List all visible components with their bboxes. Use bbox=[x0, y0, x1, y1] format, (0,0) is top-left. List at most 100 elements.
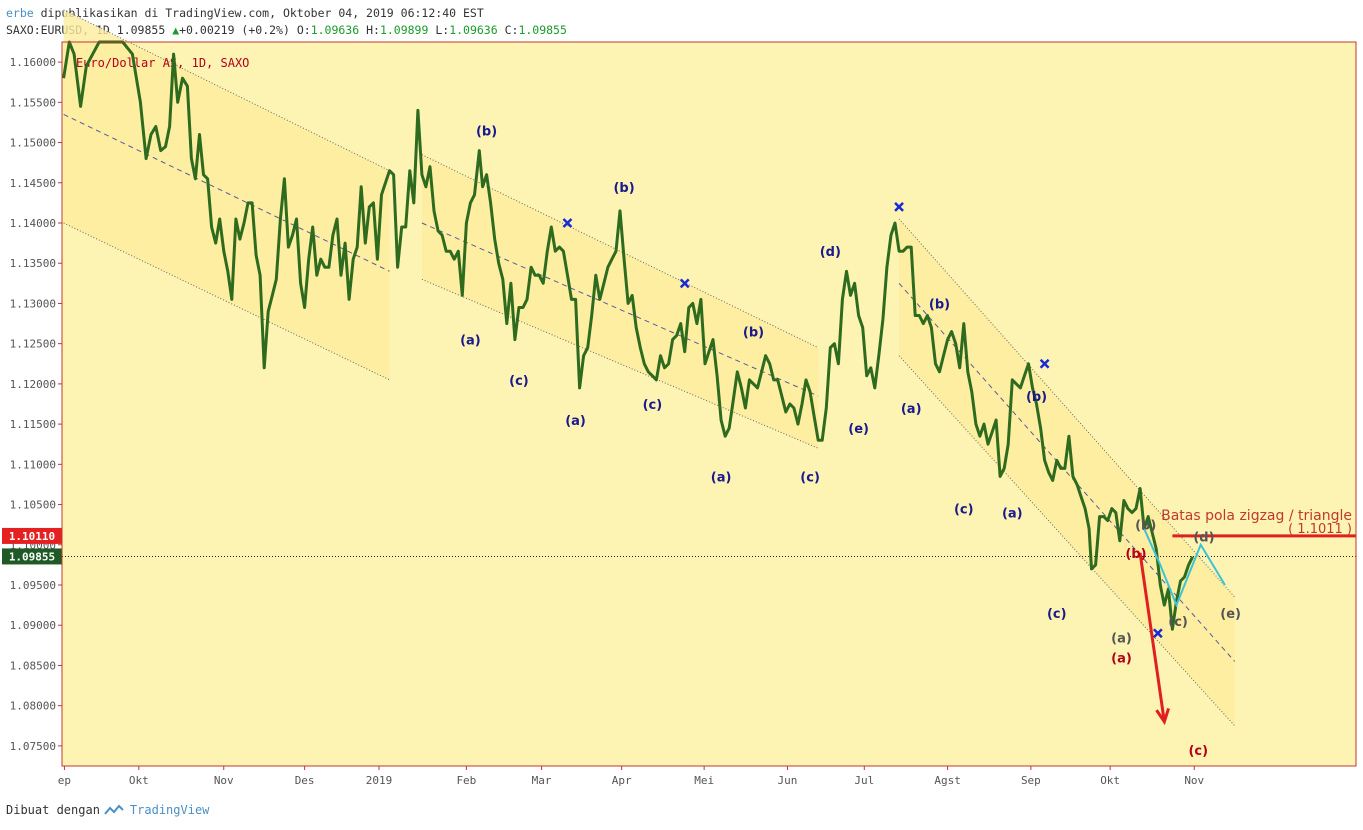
x-tick-label: Feb bbox=[456, 774, 476, 787]
y-tick-label: 1.15500 bbox=[10, 96, 56, 109]
y-tick-label: 1.07500 bbox=[10, 740, 56, 753]
y-tick-label: 1.08500 bbox=[10, 659, 56, 672]
channel-fill-1 bbox=[63, 9, 390, 380]
author-username[interactable]: erbe bbox=[6, 6, 34, 20]
channel-lower-line-3 bbox=[898, 355, 1236, 727]
open-value: 1.09636 bbox=[310, 23, 360, 37]
wave-label: (c) bbox=[1047, 607, 1067, 622]
triangle-projection-line bbox=[1143, 528, 1226, 608]
y-tick-label: 1.12500 bbox=[10, 338, 56, 351]
x-tick-label: Nov bbox=[1184, 774, 1204, 787]
x-tick-label: Apr bbox=[612, 774, 632, 787]
channel-fill-2 bbox=[421, 154, 819, 449]
pivot-x-marker-icon bbox=[1152, 628, 1163, 639]
pivot-x-marker-icon bbox=[679, 278, 690, 289]
wave-label: (b) bbox=[1125, 547, 1146, 562]
low-label: L: bbox=[428, 23, 450, 37]
pivot-x-marker-icon bbox=[894, 202, 904, 212]
close-value: 1.09855 bbox=[518, 23, 567, 37]
channel-median-line-2 bbox=[421, 222, 819, 397]
wave-label: (c) bbox=[509, 374, 529, 389]
y-tick-label: 1.12000 bbox=[10, 378, 56, 391]
x-tick-label: Jun bbox=[778, 774, 798, 787]
publish-header: erbe dipublikasikan di TradingView.com, … bbox=[6, 6, 484, 20]
wave-label: (a) bbox=[1111, 631, 1132, 646]
price-badge-text: 1.09855 bbox=[9, 550, 55, 563]
wave-label: (a) bbox=[1111, 651, 1132, 666]
high-value: 1.09899 bbox=[379, 23, 429, 37]
wave-label: (b) bbox=[743, 326, 764, 341]
x-tick-label: ep bbox=[58, 774, 71, 787]
wave-label: (b) bbox=[929, 297, 950, 312]
wave-label: (a) bbox=[460, 334, 481, 349]
y-tick-label: 1.13500 bbox=[10, 257, 56, 270]
channels-layer bbox=[63, 9, 1236, 727]
x-tick-label: Mei bbox=[694, 774, 714, 787]
publish-info: dipublikasikan di TradingView.com, Oktob… bbox=[33, 6, 484, 20]
wave-label: (e) bbox=[848, 422, 869, 437]
channel-upper-line-3 bbox=[898, 218, 1236, 598]
wave-label: (b) bbox=[1026, 390, 1047, 405]
arrow-head-icon bbox=[1155, 707, 1170, 726]
wave-label: (d) bbox=[820, 245, 841, 260]
x-tick-label: Nov bbox=[214, 774, 234, 787]
wave-label: (d) bbox=[1193, 531, 1214, 546]
chart[interactable]: 1.16000 1.15500 1.15000 1.14500 1.14000 1.135… bbox=[0, 0, 1363, 800]
x-tick-label: 2019 bbox=[366, 774, 393, 787]
x-tick-label: Jul bbox=[854, 774, 874, 787]
labels-layer: (b) (a) (c) (b) (a) (c) (b) (a) (c) (d) (e) (b) (a) (… bbox=[2, 124, 1352, 759]
y-tick-label: 1.08000 bbox=[10, 700, 56, 713]
x-tick-label: Sep bbox=[1021, 774, 1041, 787]
wave-label: (a) bbox=[1002, 507, 1023, 522]
wave-label: (c) bbox=[800, 470, 820, 485]
x-tick-label: Agst bbox=[934, 774, 961, 787]
channel-upper-line-1 bbox=[63, 9, 390, 172]
wave-label: (b) bbox=[476, 124, 497, 139]
wave-label: (a) bbox=[901, 402, 922, 417]
y-tick-label: 1.14000 bbox=[10, 217, 56, 230]
pivot-x-marker-icon bbox=[1039, 358, 1050, 369]
tradingview-brand-link[interactable]: TradingView bbox=[129, 803, 210, 817]
y-tick-label: 1.09000 bbox=[10, 619, 56, 632]
y-tick-label: 1.15000 bbox=[10, 137, 56, 150]
wave-label: (b) bbox=[613, 181, 634, 196]
price-badge-text: 1.10110 bbox=[9, 530, 55, 543]
high-label: H: bbox=[359, 23, 380, 37]
series-layer bbox=[62, 40, 1356, 726]
symbol-header: SAXO:EURUSD, 1D 1.09855 ▲+0.00219 (+0.2%… bbox=[6, 23, 567, 37]
wave-label: (c) bbox=[1188, 744, 1208, 759]
y-tick-label: 1.16000 bbox=[10, 56, 56, 69]
y-tick-label: 1.13000 bbox=[10, 297, 56, 310]
zigzag-limit-label: Batas pola zigzag / triangle bbox=[1161, 508, 1352, 524]
low-value: 1.09636 bbox=[449, 23, 498, 37]
x-tick-label: Mar bbox=[532, 774, 552, 787]
y-tick-label: 1.14500 bbox=[10, 177, 56, 190]
channel-median-line-1 bbox=[63, 113, 390, 272]
wave-label: (c) bbox=[643, 398, 663, 413]
wave-label: (b) bbox=[1135, 519, 1156, 534]
up-triangle-icon: ▲ bbox=[172, 23, 180, 37]
x-tick-label: Okt bbox=[129, 774, 149, 787]
open-label: O: bbox=[289, 23, 311, 37]
wave-label: (c) bbox=[954, 503, 974, 518]
made-with-text: Dibuat dengan bbox=[6, 803, 100, 817]
x-tick-label: Des bbox=[295, 774, 315, 787]
y-tick-label: 1.11000 bbox=[10, 458, 56, 471]
chart-title: Euro/Dollar AS, 1D, SAXO bbox=[76, 56, 249, 70]
current-price-badge bbox=[2, 548, 62, 565]
tradingview-logo-icon bbox=[104, 804, 124, 815]
wave-label: (a) bbox=[565, 414, 586, 429]
y-tick-label: 1.09500 bbox=[10, 579, 56, 592]
wave-label: (e) bbox=[1220, 607, 1241, 622]
y-tick-label: 1.11500 bbox=[10, 418, 56, 431]
y-tick-label: 1.10500 bbox=[10, 499, 56, 512]
footer: Dibuat dengan TradingView bbox=[6, 803, 209, 817]
x-axis-ticks: ep Okt Nov Des 2019 Feb Mar Apr Mei Jun Jul Agst Sep… bbox=[58, 766, 1205, 787]
wave-label: (c) bbox=[1168, 615, 1188, 630]
pivot-x-marker-icon bbox=[562, 218, 573, 228]
marks-layer bbox=[562, 202, 1163, 639]
price-series-line bbox=[62, 40, 1194, 631]
level-price-badge bbox=[2, 527, 62, 544]
y-axis-ticks: 1.16000 1.15500 1.15000 1.14500 1.14000 1.135… bbox=[10, 56, 62, 753]
zigzag-limit-value-label: ( 1.1011 ) bbox=[1288, 522, 1352, 537]
